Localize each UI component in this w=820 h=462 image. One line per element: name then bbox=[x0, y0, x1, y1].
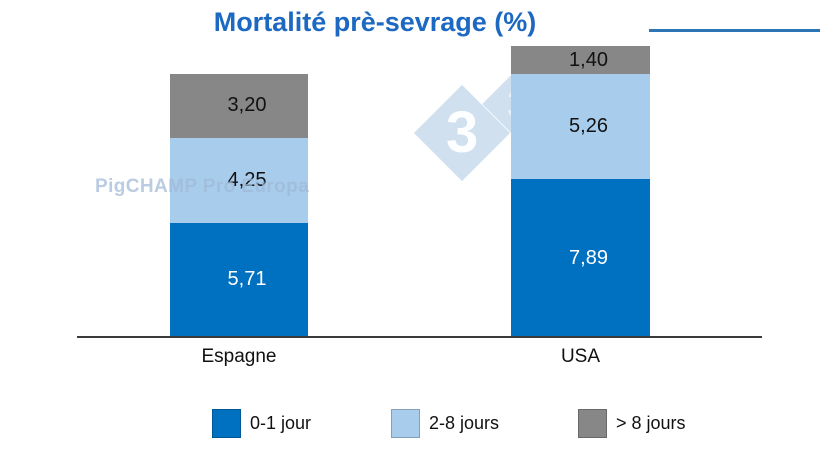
bar-value-label: 5,71 bbox=[227, 268, 267, 291]
bar-segment-8-jours: 1,40 bbox=[511, 46, 650, 75]
bar-segment-2-8-jours: 4,25 bbox=[170, 137, 308, 223]
bar-value-label: 3,20 bbox=[227, 94, 267, 117]
bar-value-label: 7,89 bbox=[569, 246, 608, 269]
bar-value-label: 4,25 bbox=[227, 168, 267, 191]
bar-usa: 1,40 5,26 7,89 bbox=[511, 46, 650, 337]
legend-swatch bbox=[391, 409, 420, 438]
brand-watermark-glyph: 3 bbox=[445, 99, 479, 165]
bar-segment-0-1-jour: 5,71 bbox=[170, 222, 308, 337]
x-axis-label-usa: USA bbox=[560, 346, 601, 367]
legend-swatch bbox=[212, 409, 241, 438]
pigchamp-watermark: PigCHAMP Pro Europa bbox=[95, 176, 310, 197]
legend-item: 2-8 jours bbox=[391, 409, 499, 438]
bar-segment-8-jours: 3,20 bbox=[170, 73, 308, 138]
legend-swatch bbox=[578, 409, 607, 438]
bar-espagne: 3,20 4,25 5,71 bbox=[170, 73, 308, 337]
bar-segment-0-1-jour: 7,89 bbox=[511, 179, 650, 337]
bar-value-label: 1,40 bbox=[569, 48, 608, 71]
chart-title: Mortalité prè-sevrage (%) bbox=[213, 7, 537, 37]
x-axis-label-espagne: Espagne bbox=[201, 346, 277, 367]
legend: 0-1 jour 2-8 jours > 8 jours bbox=[0, 409, 820, 443]
x-axis-line bbox=[77, 336, 762, 338]
legend-label: 2-8 jours bbox=[429, 413, 500, 433]
legend-item: 0-1 jour bbox=[212, 409, 311, 438]
legend-item: > 8 jours bbox=[578, 409, 686, 438]
legend-label: 0-1 jour bbox=[250, 413, 312, 433]
bar-value-label: 5,26 bbox=[569, 115, 608, 138]
legend-label: > 8 jours bbox=[616, 413, 686, 433]
top-right-accent-line bbox=[649, 29, 820, 32]
bar-segment-2-8-jours: 5,26 bbox=[511, 74, 650, 180]
